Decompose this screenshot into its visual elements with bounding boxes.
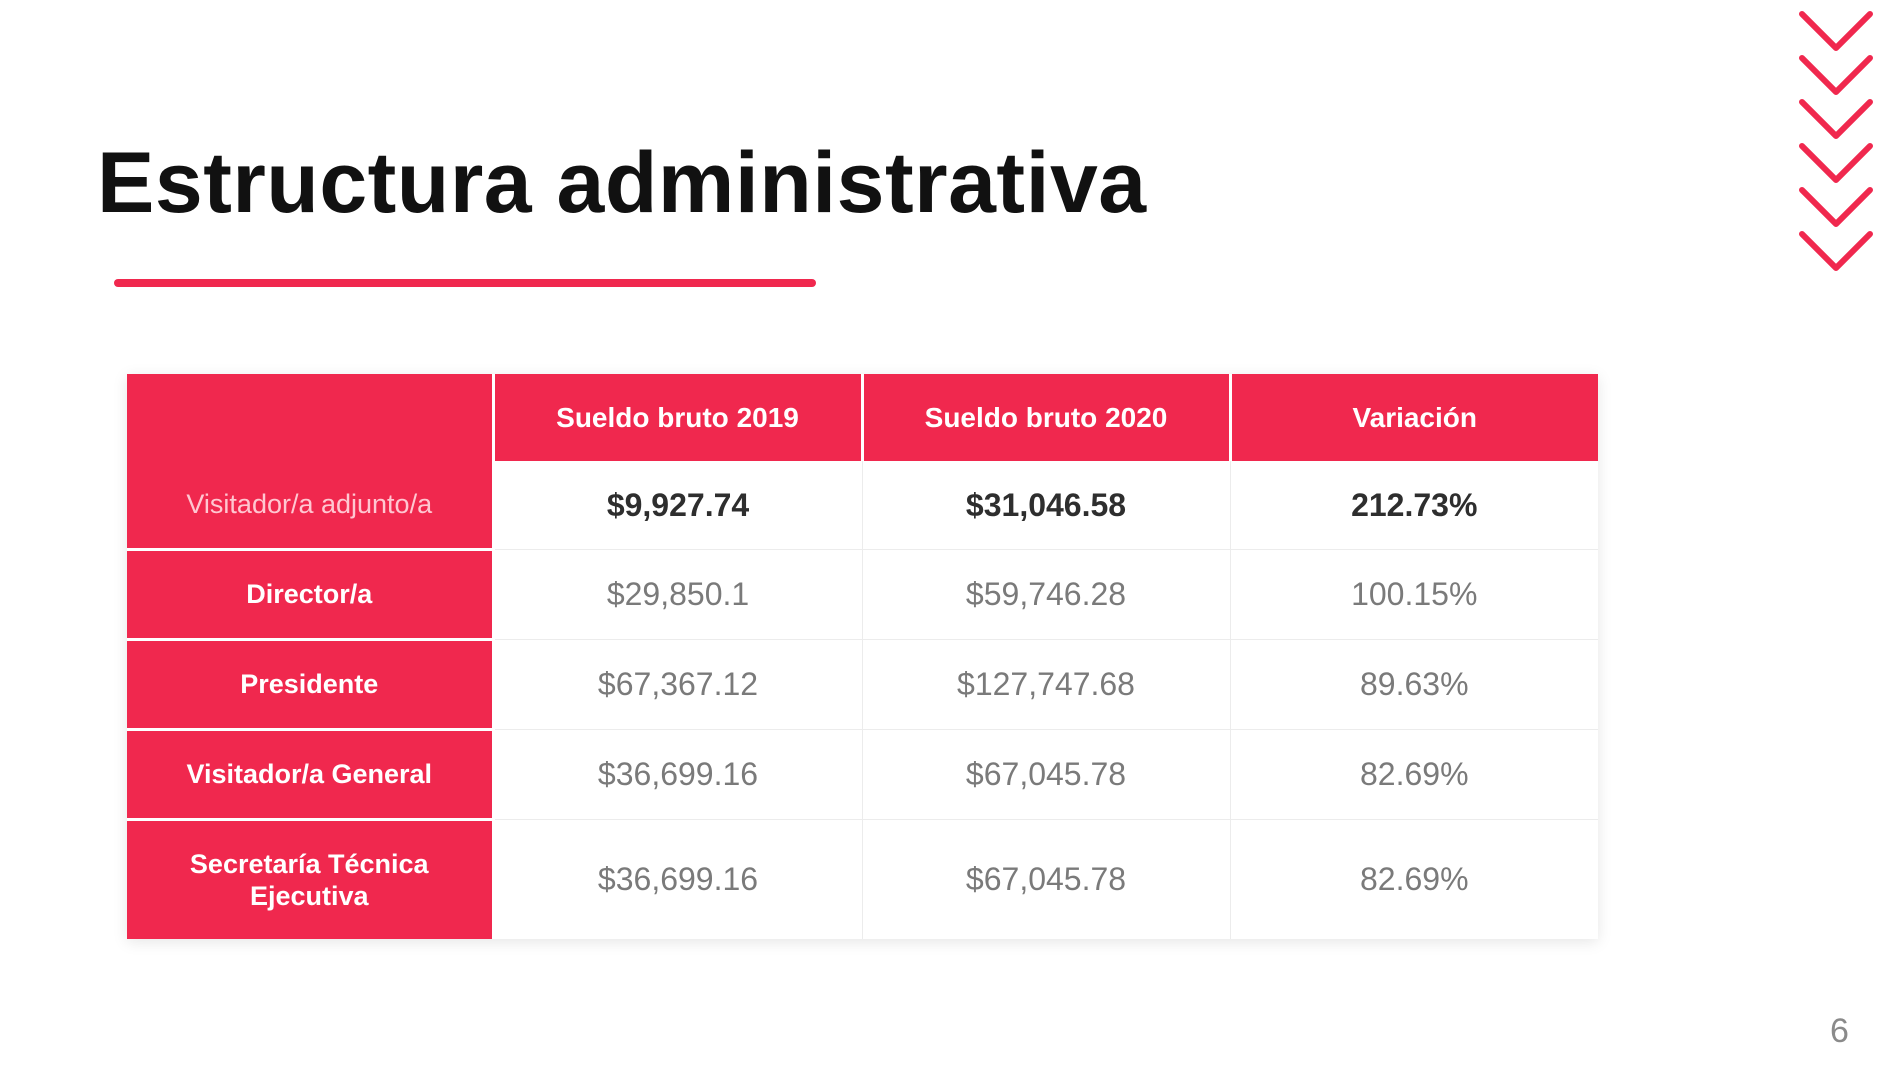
table-row: Visitador/a General $36,699.16 $67,045.7… xyxy=(127,729,1598,821)
header-cell-sueldo-2020: Sueldo bruto 2020 xyxy=(862,374,1232,461)
table-row: Secretaría Técnica Ejecutiva $36,699.16 … xyxy=(127,819,1598,939)
cell-sueldo-2019: $36,699.16 xyxy=(493,819,863,939)
header-cell-variacion: Variación xyxy=(1230,374,1598,461)
table-row: Director/a $29,850.1 $59,746.28 100.15% xyxy=(127,549,1598,641)
chevron-down-icon xyxy=(1799,143,1873,183)
cell-sueldo-2020: $67,045.78 xyxy=(862,729,1231,820)
chevron-down-icon xyxy=(1799,99,1873,139)
chevron-down-icon xyxy=(1799,11,1873,51)
page-number: 6 xyxy=(1830,1012,1849,1050)
cell-sueldo-2019: $36,699.16 xyxy=(493,729,863,820)
cell-sueldo-2020: $59,746.28 xyxy=(862,549,1231,640)
table-header-row: Sueldo bruto 2019 Sueldo bruto 2020 Vari… xyxy=(127,374,1598,461)
row-label: Presidente xyxy=(127,639,495,731)
cell-variacion: 82.69% xyxy=(1230,729,1598,820)
salary-table-container: Sueldo bruto 2019 Sueldo bruto 2020 Vari… xyxy=(127,374,1598,939)
cell-sueldo-2019: $9,927.74 xyxy=(493,461,863,550)
cell-sueldo-2020: $67,045.78 xyxy=(862,819,1231,939)
header-cell-empty xyxy=(127,374,495,461)
chevron-down-icon xyxy=(1799,187,1873,227)
cell-variacion: 212.73% xyxy=(1230,461,1598,550)
row-label: Visitador/a General xyxy=(127,729,495,821)
cell-variacion: 82.69% xyxy=(1359,861,1469,897)
cell-sueldo-2019: $29,850.1 xyxy=(493,549,863,640)
cell-sueldo-2020: $31,046.58 xyxy=(862,461,1231,550)
cell-variacion: 100.15% xyxy=(1230,549,1598,640)
row-label: Secretaría Técnica Ejecutiva xyxy=(127,819,495,939)
table-row: Visitador/a adjunto/a $9,927.74 $31,046.… xyxy=(127,461,1598,551)
cell-sueldo-2019: $67,367.12 xyxy=(493,639,863,730)
chevron-decoration xyxy=(1799,11,1873,271)
salary-table: Sueldo bruto 2019 Sueldo bruto 2020 Vari… xyxy=(127,374,1598,939)
table-row: Presidente $67,367.12 $127,747.68 89.63% xyxy=(127,639,1598,731)
chevron-down-icon xyxy=(1799,55,1873,95)
title-underline xyxy=(114,279,816,287)
cell-sueldo-2020: $127,747.68 xyxy=(862,639,1231,730)
row-label: Director/a xyxy=(127,549,495,641)
slide-title: Estructura administrativa xyxy=(97,135,1147,231)
cell-variacion: 89.63% xyxy=(1230,639,1598,730)
header-cell-sueldo-2019: Sueldo bruto 2019 xyxy=(493,374,864,461)
row-label: Visitador/a adjunto/a xyxy=(127,461,495,551)
chevron-down-icon xyxy=(1799,231,1873,271)
